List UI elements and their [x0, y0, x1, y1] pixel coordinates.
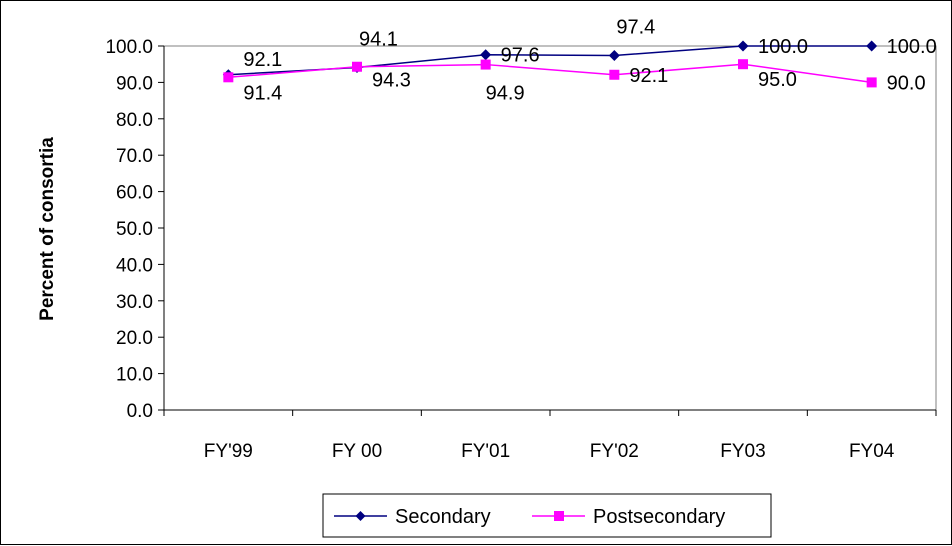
- y-axis-title: Percent of consortia: [37, 137, 58, 321]
- data-label-postsecondary: 91.4: [243, 82, 282, 104]
- data-label-secondary: 100.0: [758, 36, 808, 58]
- y-tick-label: 50.0: [116, 219, 153, 240]
- data-label-postsecondary: 92.1: [629, 65, 668, 87]
- data-point-postsecondary: [609, 69, 620, 80]
- data-label-postsecondary: 95.0: [758, 69, 797, 91]
- legend-secondary-label: Secondary: [395, 506, 491, 528]
- data-labels: 92.1 94.1 97.6 97.4 100.0 100.0 91.4 94.3 94.9 92…: [243, 16, 936, 104]
- data-label-postsecondary: 94.9: [486, 83, 525, 105]
- x-tick-label: FY 00: [332, 441, 382, 462]
- x-tick-label: FY03: [720, 441, 765, 462]
- y-tick-label: 20.0: [116, 328, 153, 349]
- y-tick-label: 80.0: [116, 110, 153, 131]
- data-point-postsecondary: [223, 72, 234, 83]
- data-label-secondary: 97.4: [616, 16, 655, 38]
- x-tick-label: FY04: [849, 441, 895, 462]
- y-tick-label: 100.0: [105, 37, 153, 58]
- legend-postsecondary-label: Postsecondary: [593, 506, 725, 528]
- data-point-postsecondary: [738, 59, 748, 70]
- legend: Secondary Postsecondary: [322, 493, 772, 538]
- y-tick-label: 70.0: [116, 146, 153, 167]
- y-tick-label: 60.0: [116, 183, 153, 204]
- data-point-secondary: [608, 49, 620, 61]
- data-point-postsecondary: [866, 77, 877, 88]
- x-tick-label: FY'99: [204, 441, 253, 462]
- data-point-secondary: [737, 40, 749, 52]
- legend-postsecondary-marker: [554, 511, 564, 521]
- series-line-postsecondary: [228, 63, 872, 84]
- data-label-postsecondary: 90.0: [887, 72, 926, 94]
- x-tick-label: FY'01: [461, 441, 510, 462]
- y-tick-label: 40.0: [116, 255, 153, 276]
- y-tick-label: 0.0: [127, 401, 153, 422]
- data-point-postsecondary: [480, 59, 491, 70]
- data-point-secondary: [866, 40, 878, 52]
- series-layer: [222, 40, 878, 88]
- axes: 0.0 10.0 20.0 30.0 40.0 50.0 60.0 70.0 80.0 90.0 1…: [105, 37, 937, 462]
- data-point-secondary: [480, 49, 492, 61]
- data-label-postsecondary: 94.3: [372, 70, 411, 92]
- y-tick-label: 10.0: [116, 365, 153, 386]
- data-label-secondary: 94.1: [359, 28, 398, 50]
- data-label-secondary: 97.6: [501, 45, 540, 67]
- data-label-secondary: 100.0: [887, 36, 937, 58]
- x-tick-label: FY'02: [590, 441, 639, 462]
- y-tick-label: 90.0: [116, 73, 153, 94]
- data-point-postsecondary: [352, 61, 362, 72]
- legend-secondary-marker: [355, 511, 366, 521]
- y-tick-label: 30.0: [116, 292, 153, 313]
- data-label-secondary: 92.1: [243, 49, 282, 71]
